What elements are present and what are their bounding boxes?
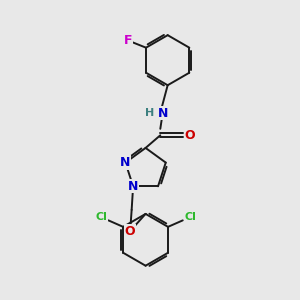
Text: H: H bbox=[146, 108, 154, 118]
Text: F: F bbox=[124, 34, 133, 47]
Text: Cl: Cl bbox=[184, 212, 196, 222]
Text: N: N bbox=[120, 156, 130, 169]
Text: O: O bbox=[125, 224, 136, 238]
Text: N: N bbox=[158, 107, 168, 120]
Text: Cl: Cl bbox=[95, 212, 107, 222]
Text: N: N bbox=[128, 180, 138, 193]
Text: O: O bbox=[184, 129, 195, 142]
